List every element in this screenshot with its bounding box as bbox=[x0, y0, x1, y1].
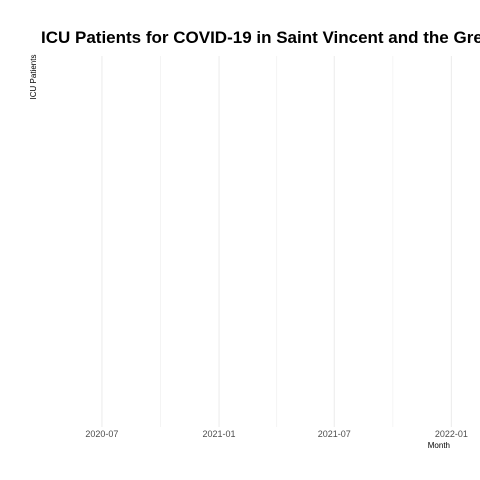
x-axis-label: Month bbox=[428, 441, 450, 450]
x-tick-label: 2021-07 bbox=[318, 429, 351, 439]
x-tick-labels: 2020-07 2021-01 2021-07 2022-01 bbox=[85, 429, 467, 439]
major-gridlines bbox=[101, 56, 452, 427]
x-tick-label: 2021-01 bbox=[203, 429, 236, 439]
x-tick-label: 2020-07 bbox=[85, 429, 118, 439]
minor-gridlines bbox=[160, 56, 394, 427]
x-tick-label: 2022-01 bbox=[435, 429, 468, 439]
chart-title: ICU Patients for COVID-19 in Saint Vince… bbox=[41, 28, 480, 47]
y-axis-label: ICU Patients bbox=[29, 55, 38, 100]
